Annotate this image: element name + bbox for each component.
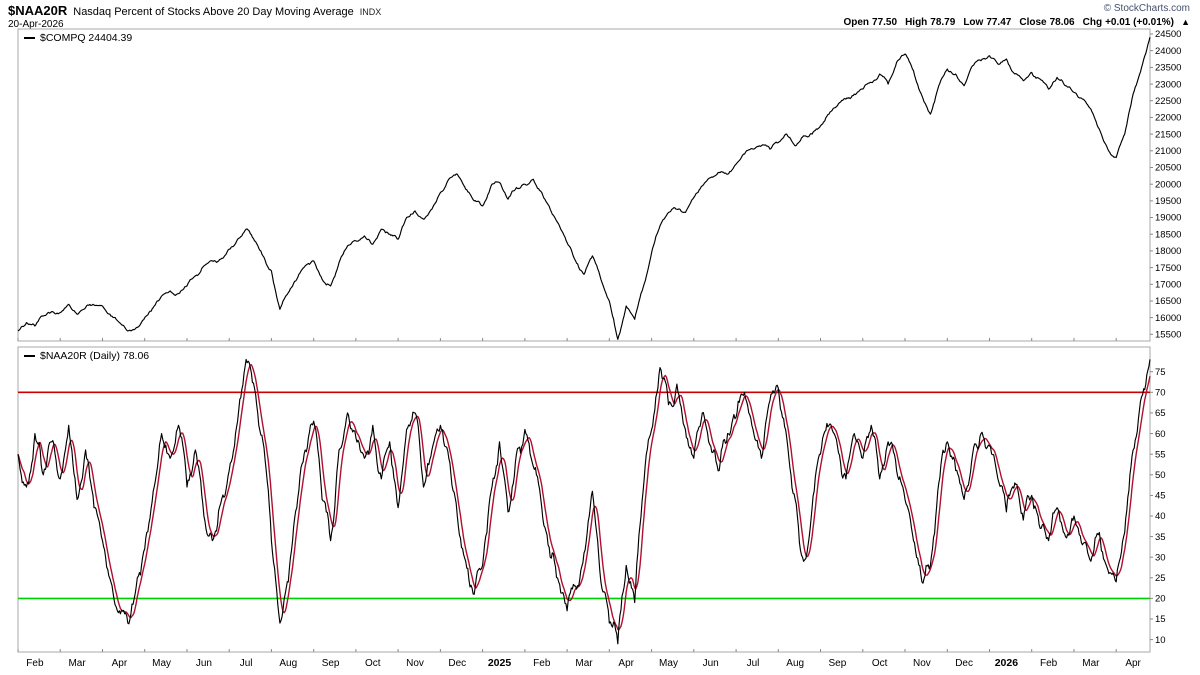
x-axis-label: Oct — [365, 658, 381, 669]
x-axis-label: Mar — [68, 658, 86, 669]
x-axis-label: Aug — [279, 658, 297, 669]
ohlc-label: Open — [843, 17, 870, 28]
x-axis-label: Nov — [406, 658, 424, 669]
chart-title: Nasdaq Percent of Stocks Above 20 Day Mo… — [73, 6, 354, 18]
x-axis-label: Jul — [747, 658, 760, 669]
y-axis-tick-label: 22000 — [1155, 113, 1181, 124]
exchange-label: INDX — [359, 7, 382, 17]
stockcharts-watermark-link[interactable]: © StockCharts.com — [1103, 3, 1190, 14]
x-axis-label: Apr — [618, 658, 634, 669]
line-swatch-icon — [24, 355, 35, 357]
ohlc-label: Low — [963, 17, 984, 28]
ohlc-readout: Open 77.50 High 78.79 Low 77.47 Close 78.06 Chg +… — [835, 17, 1174, 28]
x-axis-label: Apr — [112, 658, 128, 669]
ohlc-open: Open 77.50 — [843, 17, 897, 28]
y-axis-tick-label: 21500 — [1155, 129, 1181, 140]
y-axis-tick-label: 45 — [1155, 491, 1166, 502]
ohlc-value: 77.47 — [986, 17, 1012, 28]
y-axis-tick-label: 17500 — [1155, 263, 1181, 274]
price-panel-legend: $COMPQ 24404.39 — [24, 32, 132, 44]
y-axis-tick-label: 18500 — [1155, 229, 1181, 240]
ohlc-value: +0.01 (+0.01%) — [1105, 17, 1174, 28]
y-axis-tick-label: 30 — [1155, 552, 1166, 563]
chart-date: 20-Apr-2026 — [8, 19, 64, 30]
x-axis-label: Jul — [240, 658, 253, 669]
y-axis-tick-label: 55 — [1155, 449, 1166, 460]
x-axis-label: Apr — [1125, 658, 1141, 669]
y-axis-tick-label: 22500 — [1155, 96, 1181, 107]
x-axis-label: Mar — [1082, 658, 1100, 669]
y-axis-tick-label: 25 — [1155, 573, 1166, 584]
price-legend-text: $COMPQ 24404.39 — [40, 32, 133, 44]
ohlc-low: Low 77.47 — [963, 17, 1011, 28]
ohlc-label: Close — [1019, 17, 1047, 28]
y-axis-tick-label: 23500 — [1155, 63, 1181, 74]
x-axis-label: Mar — [575, 658, 593, 669]
x-axis-label: Oct — [872, 658, 888, 669]
ohlc-value: 77.50 — [872, 17, 898, 28]
y-axis-tick-label: 20500 — [1155, 163, 1181, 174]
x-axis-label: Nov — [913, 658, 931, 669]
x-axis-label: 2026 — [995, 657, 1019, 669]
x-axis-label: 2025 — [488, 657, 512, 669]
x-axis-label: May — [659, 658, 678, 669]
y-axis-tick-label: 60 — [1155, 429, 1166, 440]
y-axis-tick-label: 21000 — [1155, 146, 1181, 157]
indicator-panel-border — [17, 346, 1151, 653]
y-axis-tick-label: 20 — [1155, 594, 1166, 605]
y-axis-tick-label: 17000 — [1155, 280, 1181, 291]
ohlc-close: Close 78.06 — [1019, 17, 1074, 28]
indicator-panel-legend: $NAA20R (Daily) 78.06 — [24, 350, 149, 362]
y-axis-tick-label: 50 — [1155, 470, 1166, 481]
ohlc-value: 78.79 — [930, 17, 956, 28]
ohlc-high: High 78.79 — [905, 17, 955, 28]
y-axis-tick-label: 23000 — [1155, 79, 1181, 90]
x-axis-label: Sep — [829, 658, 847, 669]
series-line-naa20r-overlay — [17, 364, 1151, 631]
chart-header: $NAA20R Nasdaq Percent of Stocks Above 2… — [8, 3, 381, 18]
series-line-compq — [17, 37, 1151, 340]
x-axis-label: Jun — [703, 658, 719, 669]
line-swatch-icon — [24, 37, 35, 39]
y-axis-tick-label: 40 — [1155, 511, 1166, 522]
y-axis-tick-label: 20000 — [1155, 179, 1181, 190]
symbol-label: $NAA20R — [8, 3, 68, 18]
y-axis-tick-label: 16000 — [1155, 313, 1181, 324]
y-axis-tick-label: 75 — [1155, 367, 1166, 378]
ohlc-value: 78.06 — [1049, 17, 1075, 28]
y-axis-tick-label: 24000 — [1155, 46, 1181, 57]
ohlc-label: Chg — [1082, 17, 1103, 28]
x-axis-label: Jun — [196, 658, 212, 669]
y-axis-tick-label: 10 — [1155, 635, 1166, 646]
y-axis-tick-label: 65 — [1155, 408, 1166, 419]
series-line-naa20r — [17, 358, 1151, 645]
ohlc-label: High — [905, 17, 928, 28]
x-axis-label: Feb — [26, 658, 44, 669]
y-axis-tick-label: 24500 — [1155, 29, 1181, 40]
x-axis-label: Feb — [533, 658, 551, 669]
y-axis-tick-label: 18000 — [1155, 246, 1181, 257]
y-axis-tick-label: 15 — [1155, 614, 1166, 625]
y-axis-tick-label: 19000 — [1155, 213, 1181, 224]
x-axis-label: Dec — [955, 658, 973, 669]
y-axis-tick-label: 19500 — [1155, 196, 1181, 207]
price-panel-border — [17, 28, 1151, 342]
y-axis-tick-label: 15500 — [1155, 330, 1181, 341]
x-axis-label: Aug — [786, 658, 804, 669]
indicator-legend-text: $NAA20R (Daily) 78.06 — [40, 350, 150, 362]
ohlc-chg: Chg +0.01 (+0.01%) — [1083, 17, 1174, 28]
x-axis-label: May — [152, 658, 171, 669]
y-axis-tick-label: 70 — [1155, 388, 1166, 399]
x-axis-label: Dec — [448, 658, 466, 669]
up-arrow-icon: ▲ — [1181, 17, 1190, 27]
y-axis-tick-label: 16500 — [1155, 296, 1181, 307]
x-axis-label: Sep — [322, 658, 340, 669]
x-axis-label: Feb — [1040, 658, 1058, 669]
y-axis-tick-label: 35 — [1155, 532, 1166, 543]
